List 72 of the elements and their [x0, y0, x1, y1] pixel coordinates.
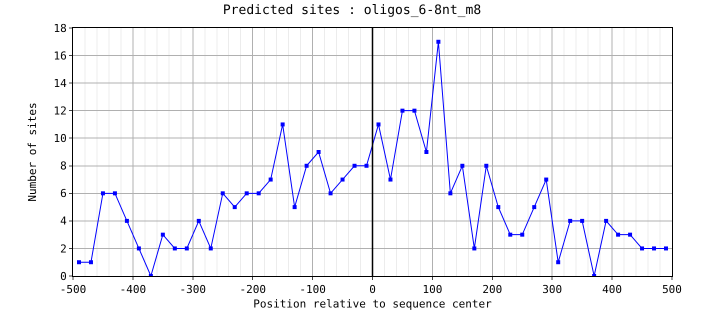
x-tick-label: -400	[120, 283, 146, 296]
point	[568, 218, 572, 223]
point	[100, 191, 105, 196]
point	[496, 205, 500, 210]
point	[628, 232, 632, 237]
point	[616, 232, 620, 237]
y-tick-label: 6	[60, 187, 67, 200]
point	[124, 218, 129, 223]
point	[316, 150, 321, 154]
x-tick-label: 400	[602, 283, 622, 296]
point	[292, 205, 297, 210]
y-tick-label: 12	[54, 104, 67, 118]
point	[208, 246, 213, 250]
x-tick-label: -300	[180, 283, 206, 296]
point	[520, 232, 524, 237]
point	[532, 205, 536, 210]
point	[424, 150, 428, 154]
point	[472, 246, 476, 250]
point	[184, 246, 189, 250]
y-tick-label: 16	[54, 49, 67, 62]
y-tick-label: 8	[60, 160, 67, 173]
x-tick-label: 300	[542, 283, 562, 296]
x-tick-label: 0	[369, 283, 376, 296]
y-tick-label: 2	[60, 242, 67, 256]
y-tick-label: 0	[60, 270, 67, 283]
point	[376, 122, 380, 126]
x-tick-label: 100	[422, 283, 442, 296]
y-tick-label: 10	[54, 132, 67, 146]
point	[412, 108, 416, 113]
x-tick-label: 500	[662, 283, 682, 296]
point	[136, 246, 141, 250]
point	[604, 218, 608, 223]
point	[232, 205, 237, 210]
x-tick-label: -100	[299, 283, 326, 296]
y-tick-label: 4	[60, 214, 68, 228]
point	[448, 191, 452, 196]
point	[160, 232, 165, 237]
point	[388, 178, 392, 182]
x-tick-label: 200	[482, 283, 502, 296]
point	[280, 122, 285, 126]
point	[196, 218, 201, 223]
point	[340, 178, 345, 182]
point	[112, 191, 117, 196]
y-tick-label: 18	[54, 22, 67, 35]
point	[268, 178, 273, 182]
point	[484, 164, 488, 168]
point	[364, 164, 369, 168]
x-axis-title: Position relative to sequence center	[253, 297, 492, 310]
point	[508, 232, 512, 237]
point	[244, 191, 249, 196]
point	[436, 40, 440, 44]
point	[460, 164, 464, 168]
point	[328, 191, 333, 196]
point	[304, 164, 309, 168]
point	[76, 260, 81, 264]
point	[88, 260, 93, 264]
chart-title: Predicted sites : oligos_6-8nt_m8	[222, 3, 482, 18]
point	[220, 191, 225, 196]
point	[172, 246, 177, 250]
point	[652, 246, 656, 250]
y-tick-label: 14	[54, 76, 68, 90]
point	[544, 178, 548, 182]
point	[352, 164, 357, 168]
point	[580, 218, 584, 223]
x-tick-label: -500	[60, 283, 86, 296]
point	[400, 108, 404, 113]
y-axis-title: Number of sites	[26, 102, 40, 202]
x-tick-label: -200	[239, 283, 266, 296]
point	[640, 246, 644, 250]
point	[556, 260, 560, 264]
point	[664, 246, 668, 250]
point	[256, 191, 261, 196]
